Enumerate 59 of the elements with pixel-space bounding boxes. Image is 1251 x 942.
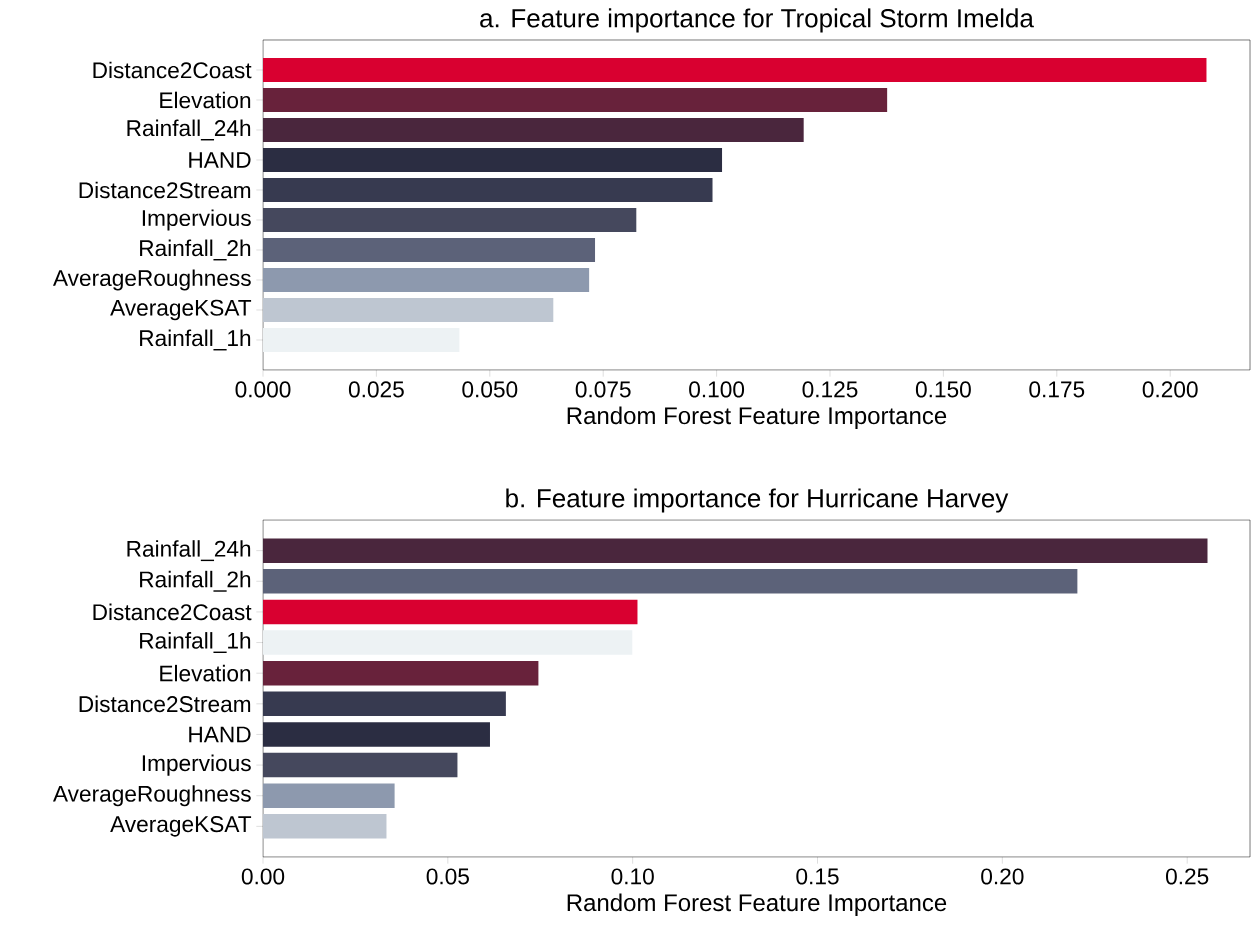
- bar: [263, 752, 458, 778]
- bar: [263, 722, 490, 747]
- x-tick-label: 0.25: [1165, 868, 1209, 885]
- y-tick-label: Elevation: [160, 91, 251, 109]
- y-tick-label: Rainfall_24h: [127, 119, 251, 141]
- bar: [263, 57, 1207, 82]
- y-tick-label: Elevation: [160, 664, 251, 682]
- y-tick-label: Distance2Coast: [93, 603, 252, 621]
- y-tick-label: AverageKSAT: [110, 299, 252, 321]
- bar: [263, 569, 1078, 594]
- chart-title: b. Feature importance for Hurricane Harvey: [506, 488, 1009, 513]
- chart-title: a. Feature importance for Tropical Storm Imelda: [480, 8, 1034, 33]
- y-tick-label: AverageKSAT: [110, 816, 252, 837]
- x-tick-label: 0.200: [1142, 381, 1198, 398]
- y-tick-label: HAND: [189, 152, 251, 168]
- bar: [263, 814, 387, 839]
- bar: [263, 783, 395, 808]
- bar: [263, 147, 723, 172]
- x-tick-label: 0.20: [981, 868, 1024, 885]
- x-tick-label: 0.075: [575, 381, 631, 398]
- x-tick-label: 0.125: [802, 381, 858, 398]
- y-tick-label: Rainfall_2h: [140, 239, 251, 261]
- y-tick-label: AverageRoughness: [52, 269, 251, 291]
- bar: [263, 327, 460, 352]
- bar: [263, 691, 506, 717]
- bar: [263, 660, 539, 686]
- x-axis-title: Random Forest Feature Importance: [567, 406, 947, 429]
- y-tick-label: AverageRoughness: [52, 785, 251, 807]
- bar: [263, 630, 633, 655]
- x-tick-label: 0.050: [462, 381, 518, 398]
- bar: [263, 267, 590, 292]
- bar: [263, 177, 713, 202]
- y-tick-label: Rainfall_24h: [127, 540, 251, 562]
- x-tick-label: 0.175: [1029, 381, 1085, 398]
- y-tick-label: Rainfall_2h: [140, 570, 251, 592]
- y-tick-label: Impervious: [142, 209, 251, 231]
- bar: [263, 117, 804, 142]
- bar: [263, 87, 888, 112]
- y-tick-label: Distance2Coast: [93, 61, 252, 79]
- x-tick-label: 0.000: [235, 381, 291, 398]
- bar: [263, 207, 637, 232]
- x-tick-label: 0.100: [689, 381, 745, 398]
- x-tick-label: 0.15: [796, 868, 839, 885]
- bar: [263, 538, 1208, 563]
- x-axis-title: Random Forest Feature Importance: [567, 893, 947, 916]
- y-tick-label: Rainfall_1h: [140, 329, 251, 351]
- x-tick-label: 0.00: [241, 868, 285, 885]
- x-tick-label: 0.05: [426, 868, 469, 885]
- y-tick-label: Distance2Stream: [79, 181, 251, 199]
- x-tick-label: 0.10: [611, 868, 654, 885]
- bar: [263, 599, 638, 625]
- y-tick-label: HAND: [189, 726, 251, 743]
- y-tick-label: Impervious: [142, 754, 251, 776]
- y-tick-label: Rainfall_1h: [140, 632, 251, 653]
- y-tick-label: Distance2Stream: [79, 695, 251, 713]
- x-tick-label: 0.150: [915, 381, 971, 398]
- bar: [263, 237, 596, 262]
- x-tick-label: 0.025: [348, 381, 404, 398]
- bar: [263, 297, 554, 322]
